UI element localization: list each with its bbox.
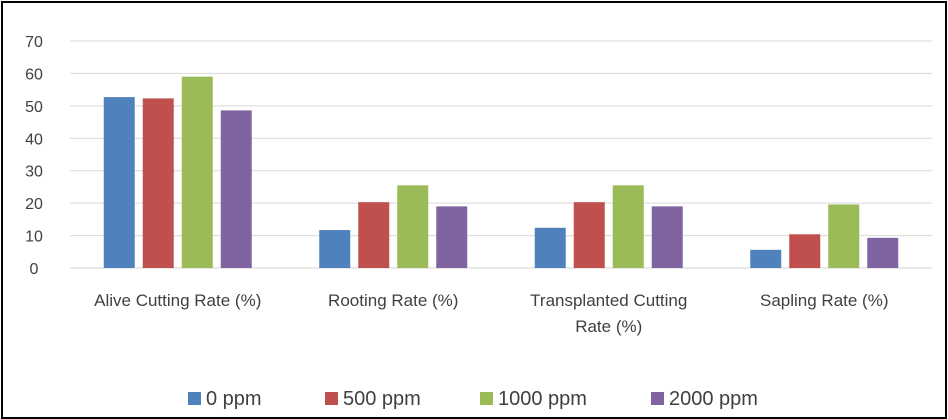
legend-swatch xyxy=(325,392,338,405)
bar-0-ppm-2 xyxy=(534,227,566,268)
legend-label: 500 ppm xyxy=(343,388,421,410)
legend-swatch xyxy=(651,392,664,405)
bar-500-ppm-3 xyxy=(789,234,821,268)
bar-500-ppm-2 xyxy=(573,202,605,268)
legend: 0 ppm 500 ppm 1000 ppm 2000 ppm xyxy=(188,388,758,410)
bar-500-ppm-0 xyxy=(142,98,174,268)
y-tick-label: 50 xyxy=(25,99,43,116)
category-label: Alive Cutting Rate (%) xyxy=(94,291,261,310)
x-axis-category-labels: Alive Cutting Rate (%) Rooting Rate (%) Tr… xyxy=(94,291,888,336)
legend-swatch xyxy=(188,392,201,405)
bar-0-ppm-0 xyxy=(103,97,135,268)
bar-1000-ppm-1 xyxy=(397,185,429,268)
y-tick-label: 0 xyxy=(30,261,39,278)
legend-label: 1000 ppm xyxy=(498,388,587,410)
bar-1000-ppm-3 xyxy=(828,204,860,268)
legend-label: 0 ppm xyxy=(206,388,262,410)
category-label: Rooting Rate (%) xyxy=(328,291,458,310)
bars xyxy=(103,76,899,269)
y-tick-label: 70 xyxy=(25,34,43,51)
bar-0-ppm-3 xyxy=(750,249,782,268)
bar-2000-ppm-3 xyxy=(867,237,899,268)
y-tick-label: 30 xyxy=(25,164,43,181)
bar-500-ppm-1 xyxy=(358,202,390,268)
bar-2000-ppm-0 xyxy=(220,110,252,268)
y-tick-label: 10 xyxy=(25,229,43,246)
legend-label: 2000 ppm xyxy=(669,388,758,410)
y-tick-label: 60 xyxy=(25,66,43,83)
bar-1000-ppm-0 xyxy=(181,76,213,269)
bar-2000-ppm-2 xyxy=(651,206,683,268)
category-label: Transplanted Cutting xyxy=(530,291,687,310)
category-label: Rate (%) xyxy=(575,317,642,336)
bar-0-ppm-1 xyxy=(319,230,351,268)
gridlines xyxy=(70,40,932,269)
bar-1000-ppm-2 xyxy=(612,185,644,268)
legend-swatch xyxy=(480,392,493,405)
y-tick-label: 20 xyxy=(25,196,43,213)
bar-2000-ppm-1 xyxy=(436,206,468,268)
y-axis-tick-labels: 0 10 20 30 40 50 60 70 xyxy=(25,34,43,278)
y-tick-label: 40 xyxy=(25,131,43,148)
category-label: Sapling Rate (%) xyxy=(760,291,889,310)
